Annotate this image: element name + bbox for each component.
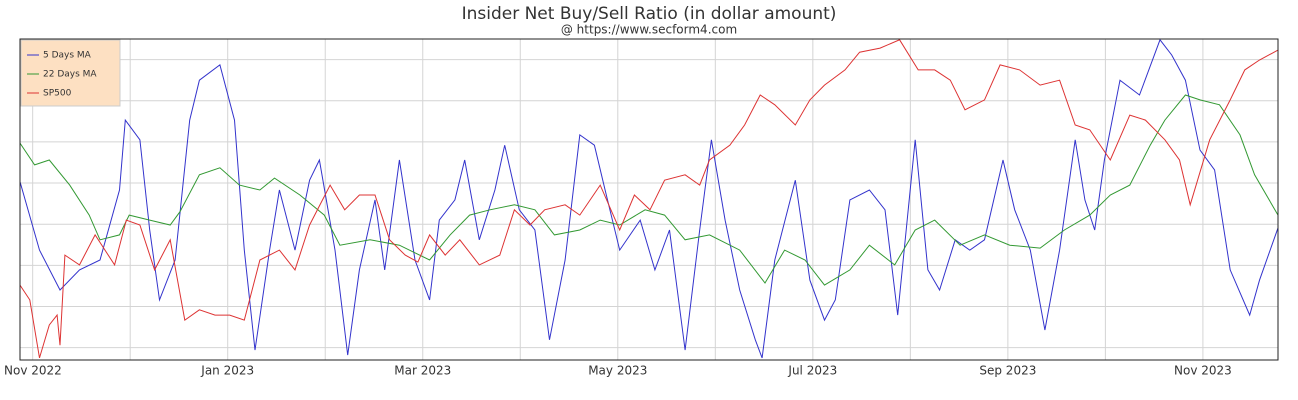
x-tick-label: Sep 2023 bbox=[979, 364, 1036, 378]
x-tick-label: Jan 2023 bbox=[200, 364, 254, 378]
series-line bbox=[19, 38, 1279, 359]
legend-box bbox=[20, 39, 121, 107]
x-tick-label: Mar 2023 bbox=[394, 364, 451, 378]
x-tick-label: May 2023 bbox=[588, 364, 647, 378]
legend-label: 5 Days MA bbox=[43, 51, 92, 61]
x-tick-label: Jul 2023 bbox=[787, 364, 837, 378]
chart-subtitle: @ https://www.secform4.com bbox=[561, 23, 737, 37]
series-line bbox=[19, 94, 1279, 286]
legend-label: SP500 bbox=[43, 89, 72, 99]
legend-label: 22 Days MA bbox=[43, 70, 97, 80]
x-tick-label: Nov 2022 bbox=[4, 364, 62, 378]
x-tick-label: Nov 2023 bbox=[1174, 364, 1232, 378]
chart-title: Insider Net Buy/Sell Ratio (in dollar am… bbox=[462, 4, 837, 24]
plot-border bbox=[19, 38, 1279, 361]
series-line bbox=[19, 39, 1279, 359]
